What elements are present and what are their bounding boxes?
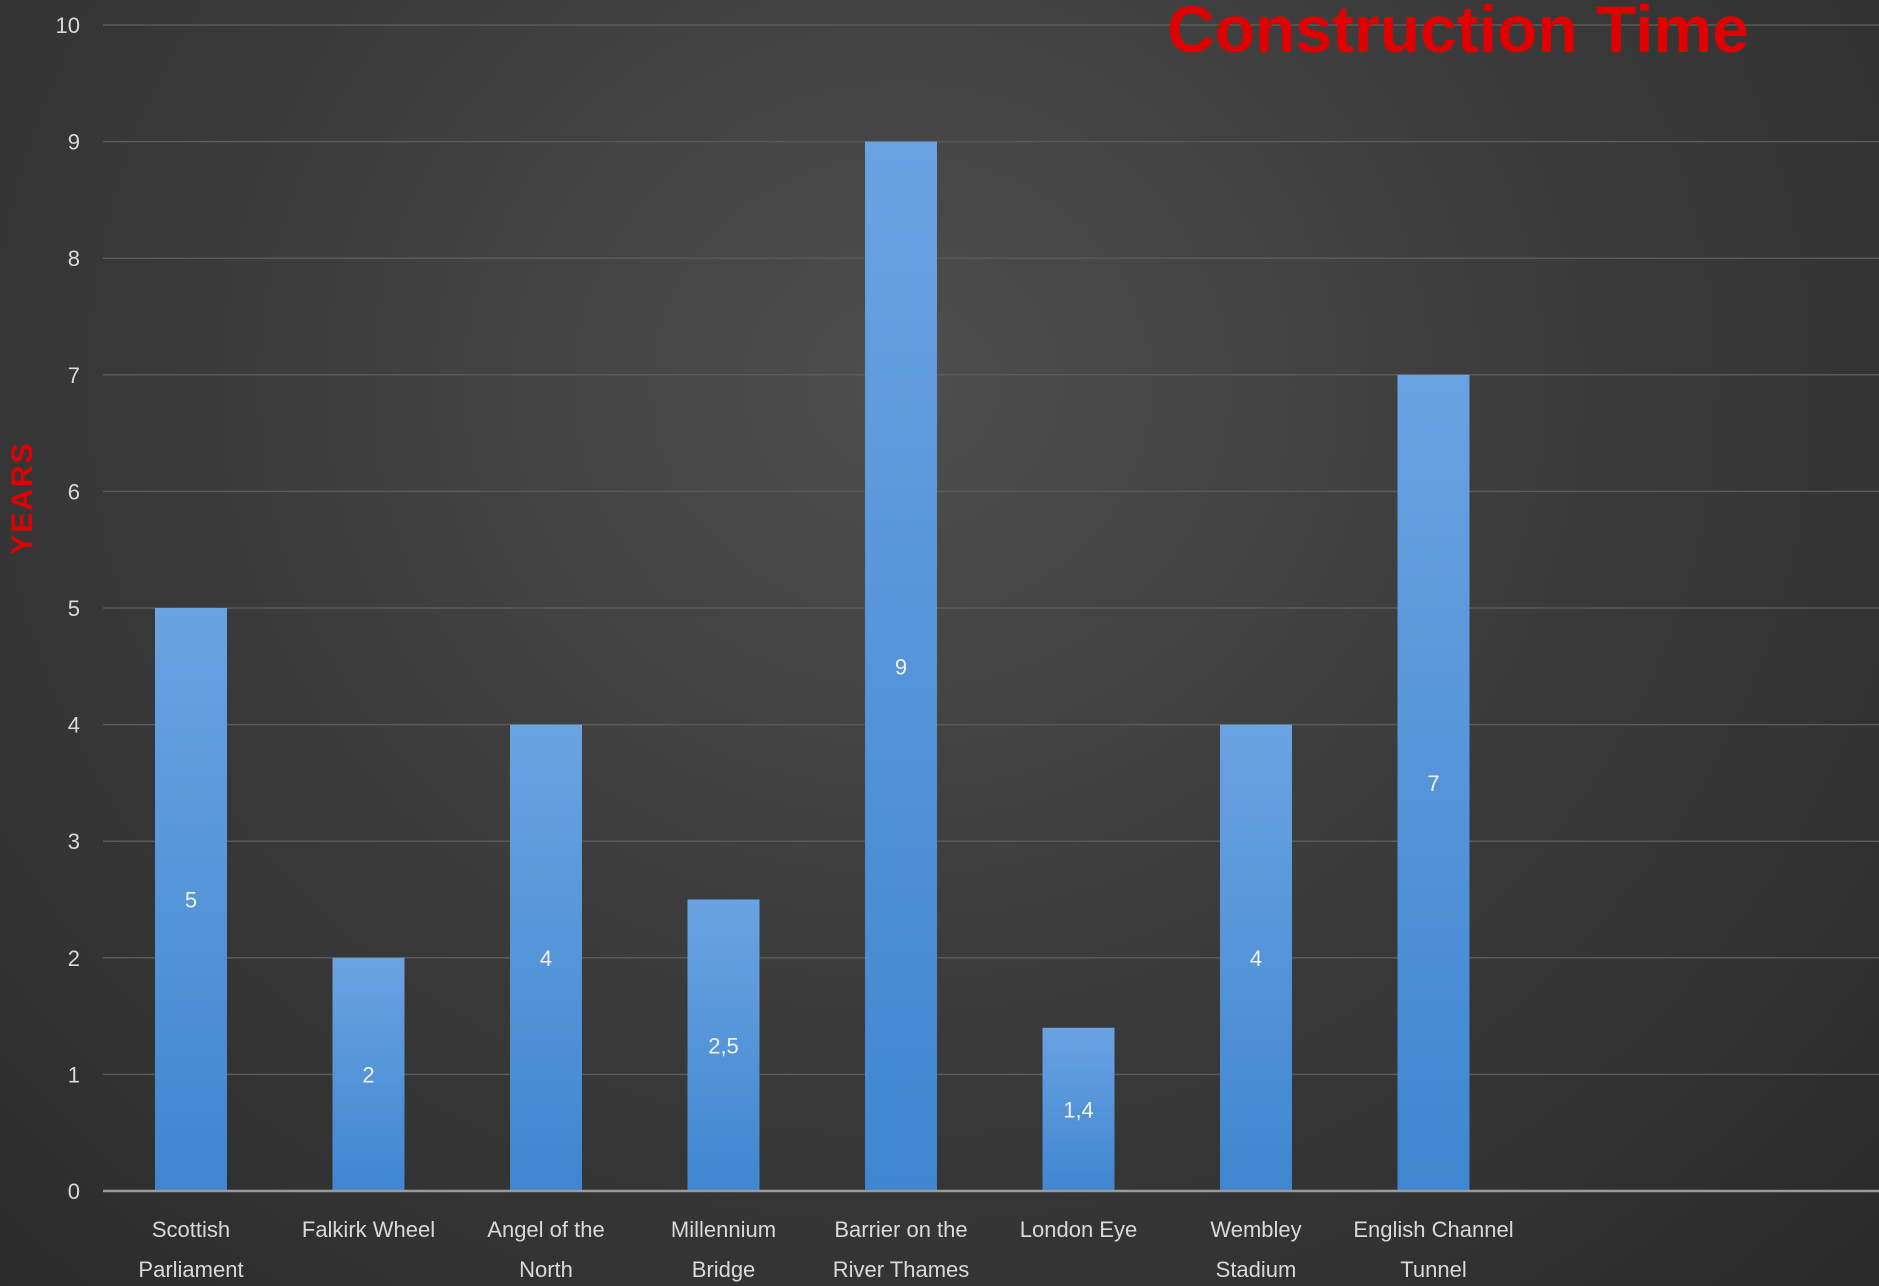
bar <box>332 957 405 1191</box>
x-tick-label: Falkirk Wheel <box>302 1217 435 1242</box>
bar <box>1042 1027 1115 1191</box>
bar <box>510 724 582 1191</box>
bars <box>155 141 1470 1192</box>
axes: 0 1 2 3 4 5 6 7 8 9 10 Scottish Parliament Falkirk Wh… <box>56 13 1879 1282</box>
y-tick-label: 3 <box>68 829 80 854</box>
x-tick-label: English Channel Tunnel <box>1353 1217 1513 1282</box>
data-label: 4 <box>540 946 552 971</box>
data-labels: 5 2 4 2,5 9 1,4 4 7 <box>185 654 1440 1122</box>
data-label: 5 <box>185 888 197 913</box>
y-tick-label: 7 <box>68 363 80 388</box>
data-label: 1,4 <box>1063 1097 1094 1122</box>
x-tick-label: Barrier on the River Thames <box>833 1217 970 1282</box>
y-tick-label: 0 <box>68 1179 80 1204</box>
y-axis-title: YEARS <box>6 441 39 554</box>
bar <box>1397 374 1470 1191</box>
bar <box>687 899 760 1191</box>
gridlines <box>103 24 1879 1076</box>
x-tick-label: Wembley Stadium <box>1210 1217 1301 1282</box>
y-tick-label: 8 <box>68 246 80 271</box>
y-tick-label: 9 <box>68 130 80 155</box>
x-tick-label: Scottish Parliament <box>138 1217 243 1282</box>
bar <box>155 608 227 1191</box>
y-tick-label: 5 <box>68 596 80 621</box>
y-tick-label: 2 <box>68 946 80 971</box>
data-label: 4 <box>1250 946 1262 971</box>
data-label: 9 <box>895 654 907 679</box>
y-tick-label: 4 <box>68 713 80 738</box>
chart-title: Construction Time <box>1167 0 1749 66</box>
bar <box>865 141 937 1192</box>
bar <box>1220 724 1292 1191</box>
data-label: 7 <box>1427 771 1439 796</box>
y-tick-label: 1 <box>68 1062 80 1087</box>
data-label: 2 <box>362 1062 374 1087</box>
x-tick-label: Millennium Bridge <box>671 1217 776 1282</box>
x-tick-label: Angel of the North <box>487 1217 604 1282</box>
x-tick-label: London Eye <box>1020 1217 1137 1242</box>
data-label: 2,5 <box>708 1033 739 1058</box>
y-tick-label: 10 <box>56 13 80 38</box>
y-tick-label: 6 <box>68 479 80 504</box>
